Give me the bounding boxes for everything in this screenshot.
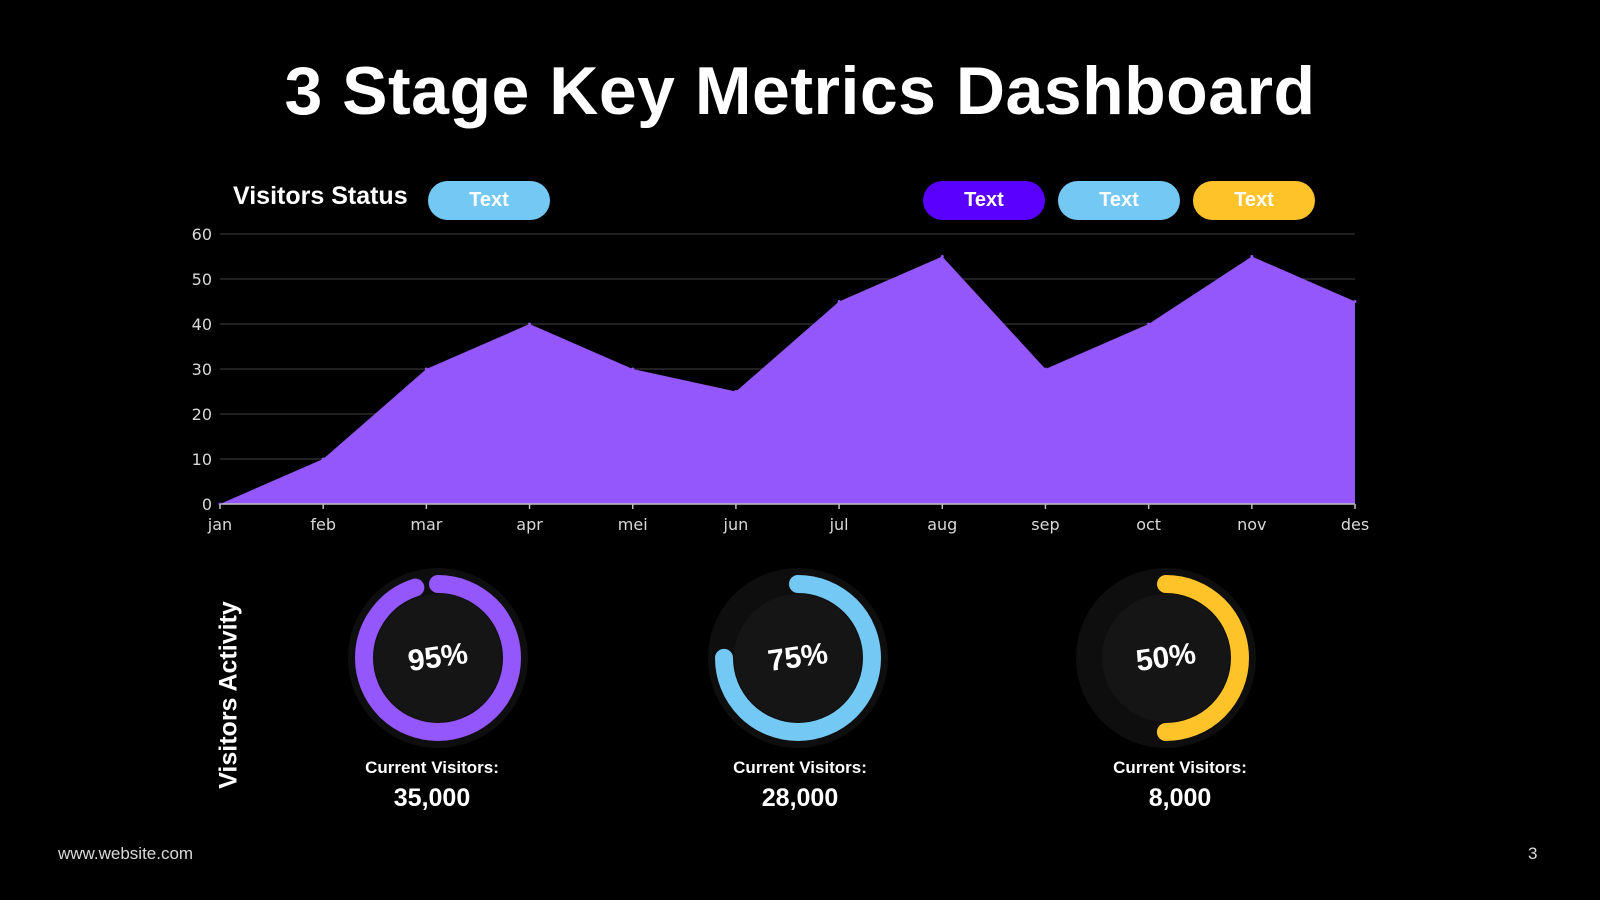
gauge-progress-arc xyxy=(355,575,521,741)
y-tick-label: 30 xyxy=(192,360,212,379)
y-tick-label: 60 xyxy=(192,225,212,244)
footer-page-number: 3 xyxy=(1528,844,1538,863)
data-point xyxy=(1147,322,1151,326)
data-point xyxy=(1353,300,1357,303)
x-tick-label: des xyxy=(1341,515,1369,534)
visitors-area-chart: 0 10 20 30 40 50 60 jan feb mar apr mei jun jul aug sep… xyxy=(192,225,1370,534)
footer-website: www.website.com xyxy=(58,844,194,863)
gauge-ring xyxy=(1076,568,1256,748)
data-point xyxy=(321,457,325,461)
gauge-ring xyxy=(708,568,888,748)
gauge-95: 95% xyxy=(346,566,530,750)
gauge-percent: 95% xyxy=(405,636,470,679)
visitors-area-series xyxy=(220,256,1355,504)
y-tick-label: 20 xyxy=(192,405,212,424)
data-point xyxy=(631,367,635,371)
y-tick-label: 0 xyxy=(202,495,212,514)
gauge-50: 50% xyxy=(1074,566,1258,750)
visitors-activity-label: Visitors Activity xyxy=(214,601,243,789)
data-point xyxy=(1250,255,1254,258)
y-tick-label: 40 xyxy=(192,315,212,334)
gauge-progress-arc xyxy=(715,575,881,741)
x-tick-label: oct xyxy=(1136,515,1161,534)
gauge-caption: Current Visitors: xyxy=(365,758,499,777)
x-tick-label: jul xyxy=(829,515,849,534)
legend-pill-purple: Text xyxy=(923,181,1045,220)
data-point xyxy=(1043,367,1047,371)
data-point xyxy=(940,255,944,258)
y-tick-label: 50 xyxy=(192,270,212,289)
x-tick-label: apr xyxy=(516,515,543,534)
visitors-status-label: Visitors Status xyxy=(233,182,408,210)
x-tick-label: jun xyxy=(723,515,749,534)
x-tick-label: nov xyxy=(1237,515,1266,534)
data-point xyxy=(837,300,841,303)
x-tick-label: jan xyxy=(207,515,232,534)
status-pill: Text xyxy=(428,181,550,220)
x-tick-label: feb xyxy=(310,515,336,534)
gauge-caption: Current Visitors: xyxy=(733,758,867,777)
gauge-visitor-count: 35,000 xyxy=(393,784,471,812)
gauge-inner-disc xyxy=(734,594,862,722)
x-tick-label: mei xyxy=(618,515,648,534)
gauge-percent: 50% xyxy=(1133,636,1198,679)
gauge-visitor-count: 28,000 xyxy=(761,784,839,812)
gauge-percent: 75% xyxy=(765,636,830,679)
data-point xyxy=(424,367,428,371)
gauge-inner-disc xyxy=(1102,594,1230,722)
data-point xyxy=(528,322,532,326)
legend-pill-blue: Text xyxy=(1058,181,1180,220)
y-tick-label: 10 xyxy=(192,450,212,469)
page-title: 3 Stage Key Metrics Dashboard xyxy=(284,53,1316,129)
gauge-progress-arc xyxy=(1083,575,1249,741)
gauge-75: 75% xyxy=(706,566,890,750)
gauge-ring xyxy=(348,568,528,748)
legend-pill-yellow: Text xyxy=(1193,181,1315,220)
gauge-caption: Current Visitors: xyxy=(1113,758,1247,777)
x-tick-label: aug xyxy=(927,515,957,534)
gauge-visitor-count: 8,000 xyxy=(1148,784,1212,812)
x-tick-label: sep xyxy=(1031,515,1059,534)
gauge-inner-disc xyxy=(374,594,502,722)
x-tick-label: mar xyxy=(410,515,442,534)
data-point xyxy=(734,390,738,393)
